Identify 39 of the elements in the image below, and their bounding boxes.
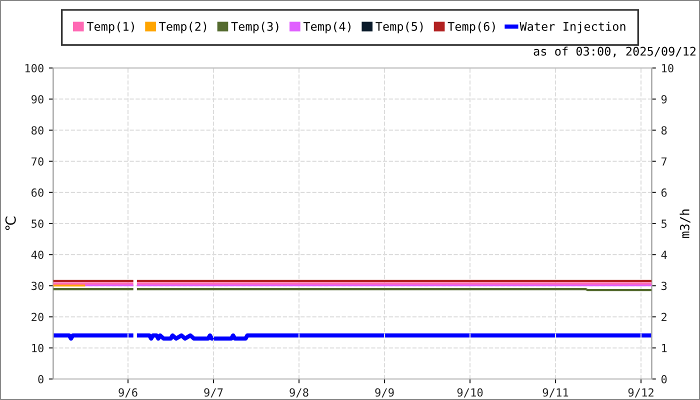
y-tick-label: 20 xyxy=(32,312,44,322)
x-tick-label: 9/6 xyxy=(118,388,138,398)
legend-label: Temp(4) xyxy=(303,22,350,34)
legend-label: Temp(6) xyxy=(448,22,495,34)
y-tick-label: 70 xyxy=(32,157,44,166)
y-tick-label: 90 xyxy=(31,95,44,104)
y2-axis-title: m3/h xyxy=(680,210,690,238)
y2-tick-label: 4 xyxy=(661,250,667,259)
y2-tick-label: 1 xyxy=(662,344,667,352)
y2-tick-label: 9 xyxy=(661,95,667,104)
y2-tick-label: 0 xyxy=(661,375,667,384)
y2-tick-label: 5 xyxy=(662,220,667,228)
y-tick-label: 80 xyxy=(32,126,44,135)
y-tick-label: 30 xyxy=(32,282,44,290)
x-tick-label: 9/7 xyxy=(204,388,223,398)
y2-tick-label: 3 xyxy=(661,282,667,290)
text: as of 03:00, 2025/09/12 xyxy=(534,46,696,58)
x-tick-label: 9/9 xyxy=(375,388,394,398)
legend-label: Temp(1) xyxy=(86,22,134,34)
y-tick-label: 50 xyxy=(32,220,44,228)
x-tick-label: 9/11 xyxy=(542,388,568,398)
legend-label: Temp(3) xyxy=(231,22,278,34)
y2-tick-label: 6 xyxy=(661,188,667,197)
x-tick-label: 9/8 xyxy=(290,388,308,398)
x-tick-label: 9/10 xyxy=(457,388,483,398)
legend-label: Water Injection xyxy=(520,22,626,34)
y-tick-label: 10 xyxy=(32,344,44,352)
x-tick-label: 9/12 xyxy=(628,388,654,398)
y-tick-label: 0 xyxy=(38,375,44,384)
y2-tick-label: 10 xyxy=(662,64,674,72)
y2-tick-label: 8 xyxy=(661,126,667,135)
y-tick-label: 100 xyxy=(25,64,44,72)
y2-tick-label: 2 xyxy=(662,312,666,322)
y-axis-title: ℃ xyxy=(5,216,16,230)
y-tick-label: 60 xyxy=(32,188,44,197)
y-tick-label: 40 xyxy=(31,250,44,260)
y2-tick-label: 7 xyxy=(661,157,667,166)
legend-label: Temp(5) xyxy=(376,22,423,34)
legend-label: Temp(2) xyxy=(159,22,206,34)
